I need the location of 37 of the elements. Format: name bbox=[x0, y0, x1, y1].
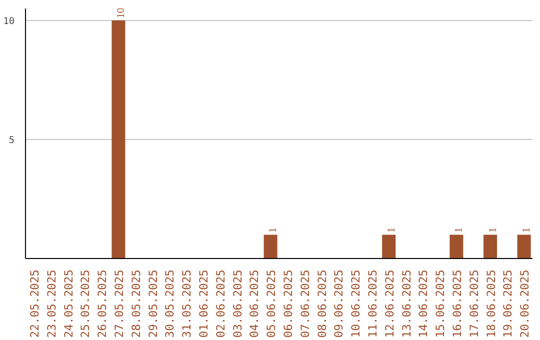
x-tick-label: 15.06.2025 bbox=[433, 270, 448, 338]
x-tick-label: 04.06.2025 bbox=[247, 270, 262, 338]
x-tick-label: 13.06.2025 bbox=[399, 270, 414, 338]
x-tick-label: 17.06.2025 bbox=[466, 270, 481, 338]
x-tick-label: 05.06.2025 bbox=[264, 270, 278, 338]
data-label: 1 bbox=[386, 227, 398, 233]
data-label: 10 bbox=[116, 8, 127, 18]
x-tick-label: 31.05.2025 bbox=[180, 270, 194, 338]
x-tick-label: 26.05.2025 bbox=[95, 270, 110, 338]
x-tick-label: 18.06.2025 bbox=[484, 270, 498, 338]
data-label: 1 bbox=[488, 227, 499, 233]
x-tick-label: 28.05.2025 bbox=[128, 270, 143, 338]
x-tick-label: 20.06.2025 bbox=[518, 270, 532, 338]
x-tick-label: 07.06.2025 bbox=[298, 270, 312, 338]
x-tick-label: 09.06.2025 bbox=[332, 270, 346, 338]
x-tick-label: 25.05.2025 bbox=[78, 270, 92, 338]
y-tick-label: 5 bbox=[8, 134, 15, 146]
x-tick-label: 08.06.2025 bbox=[314, 270, 329, 338]
x-tick-label: 06.06.2025 bbox=[280, 270, 295, 338]
x-tick-label: 02.06.2025 bbox=[213, 270, 228, 338]
x-tick-label: 14.06.2025 bbox=[416, 270, 430, 338]
data-label: 1 bbox=[268, 227, 280, 233]
x-tick-label: 10.06.2025 bbox=[348, 270, 363, 338]
x-tick-label: 29.05.2025 bbox=[146, 270, 160, 338]
x-tick-label: 11.06.2025 bbox=[365, 270, 380, 338]
x-tick-label: 23.05.2025 bbox=[44, 270, 58, 338]
x-tick-label: 12.06.2025 bbox=[382, 270, 396, 338]
x-tick-label: 30.05.2025 bbox=[162, 270, 177, 338]
x-tick-label: 03.06.2025 bbox=[230, 270, 244, 338]
x-tick-label: 27.05.2025 bbox=[112, 270, 126, 338]
x-tick-label: 22.05.2025 bbox=[27, 270, 42, 338]
x-tick-label: 16.06.2025 bbox=[450, 270, 464, 338]
x-tick-label: 01.06.2025 bbox=[196, 270, 210, 338]
data-label: 1 bbox=[454, 227, 465, 233]
x-tick-label: 24.05.2025 bbox=[61, 270, 76, 338]
x-tick-label: 19.06.2025 bbox=[500, 270, 515, 338]
data-label: 1 bbox=[522, 227, 533, 233]
